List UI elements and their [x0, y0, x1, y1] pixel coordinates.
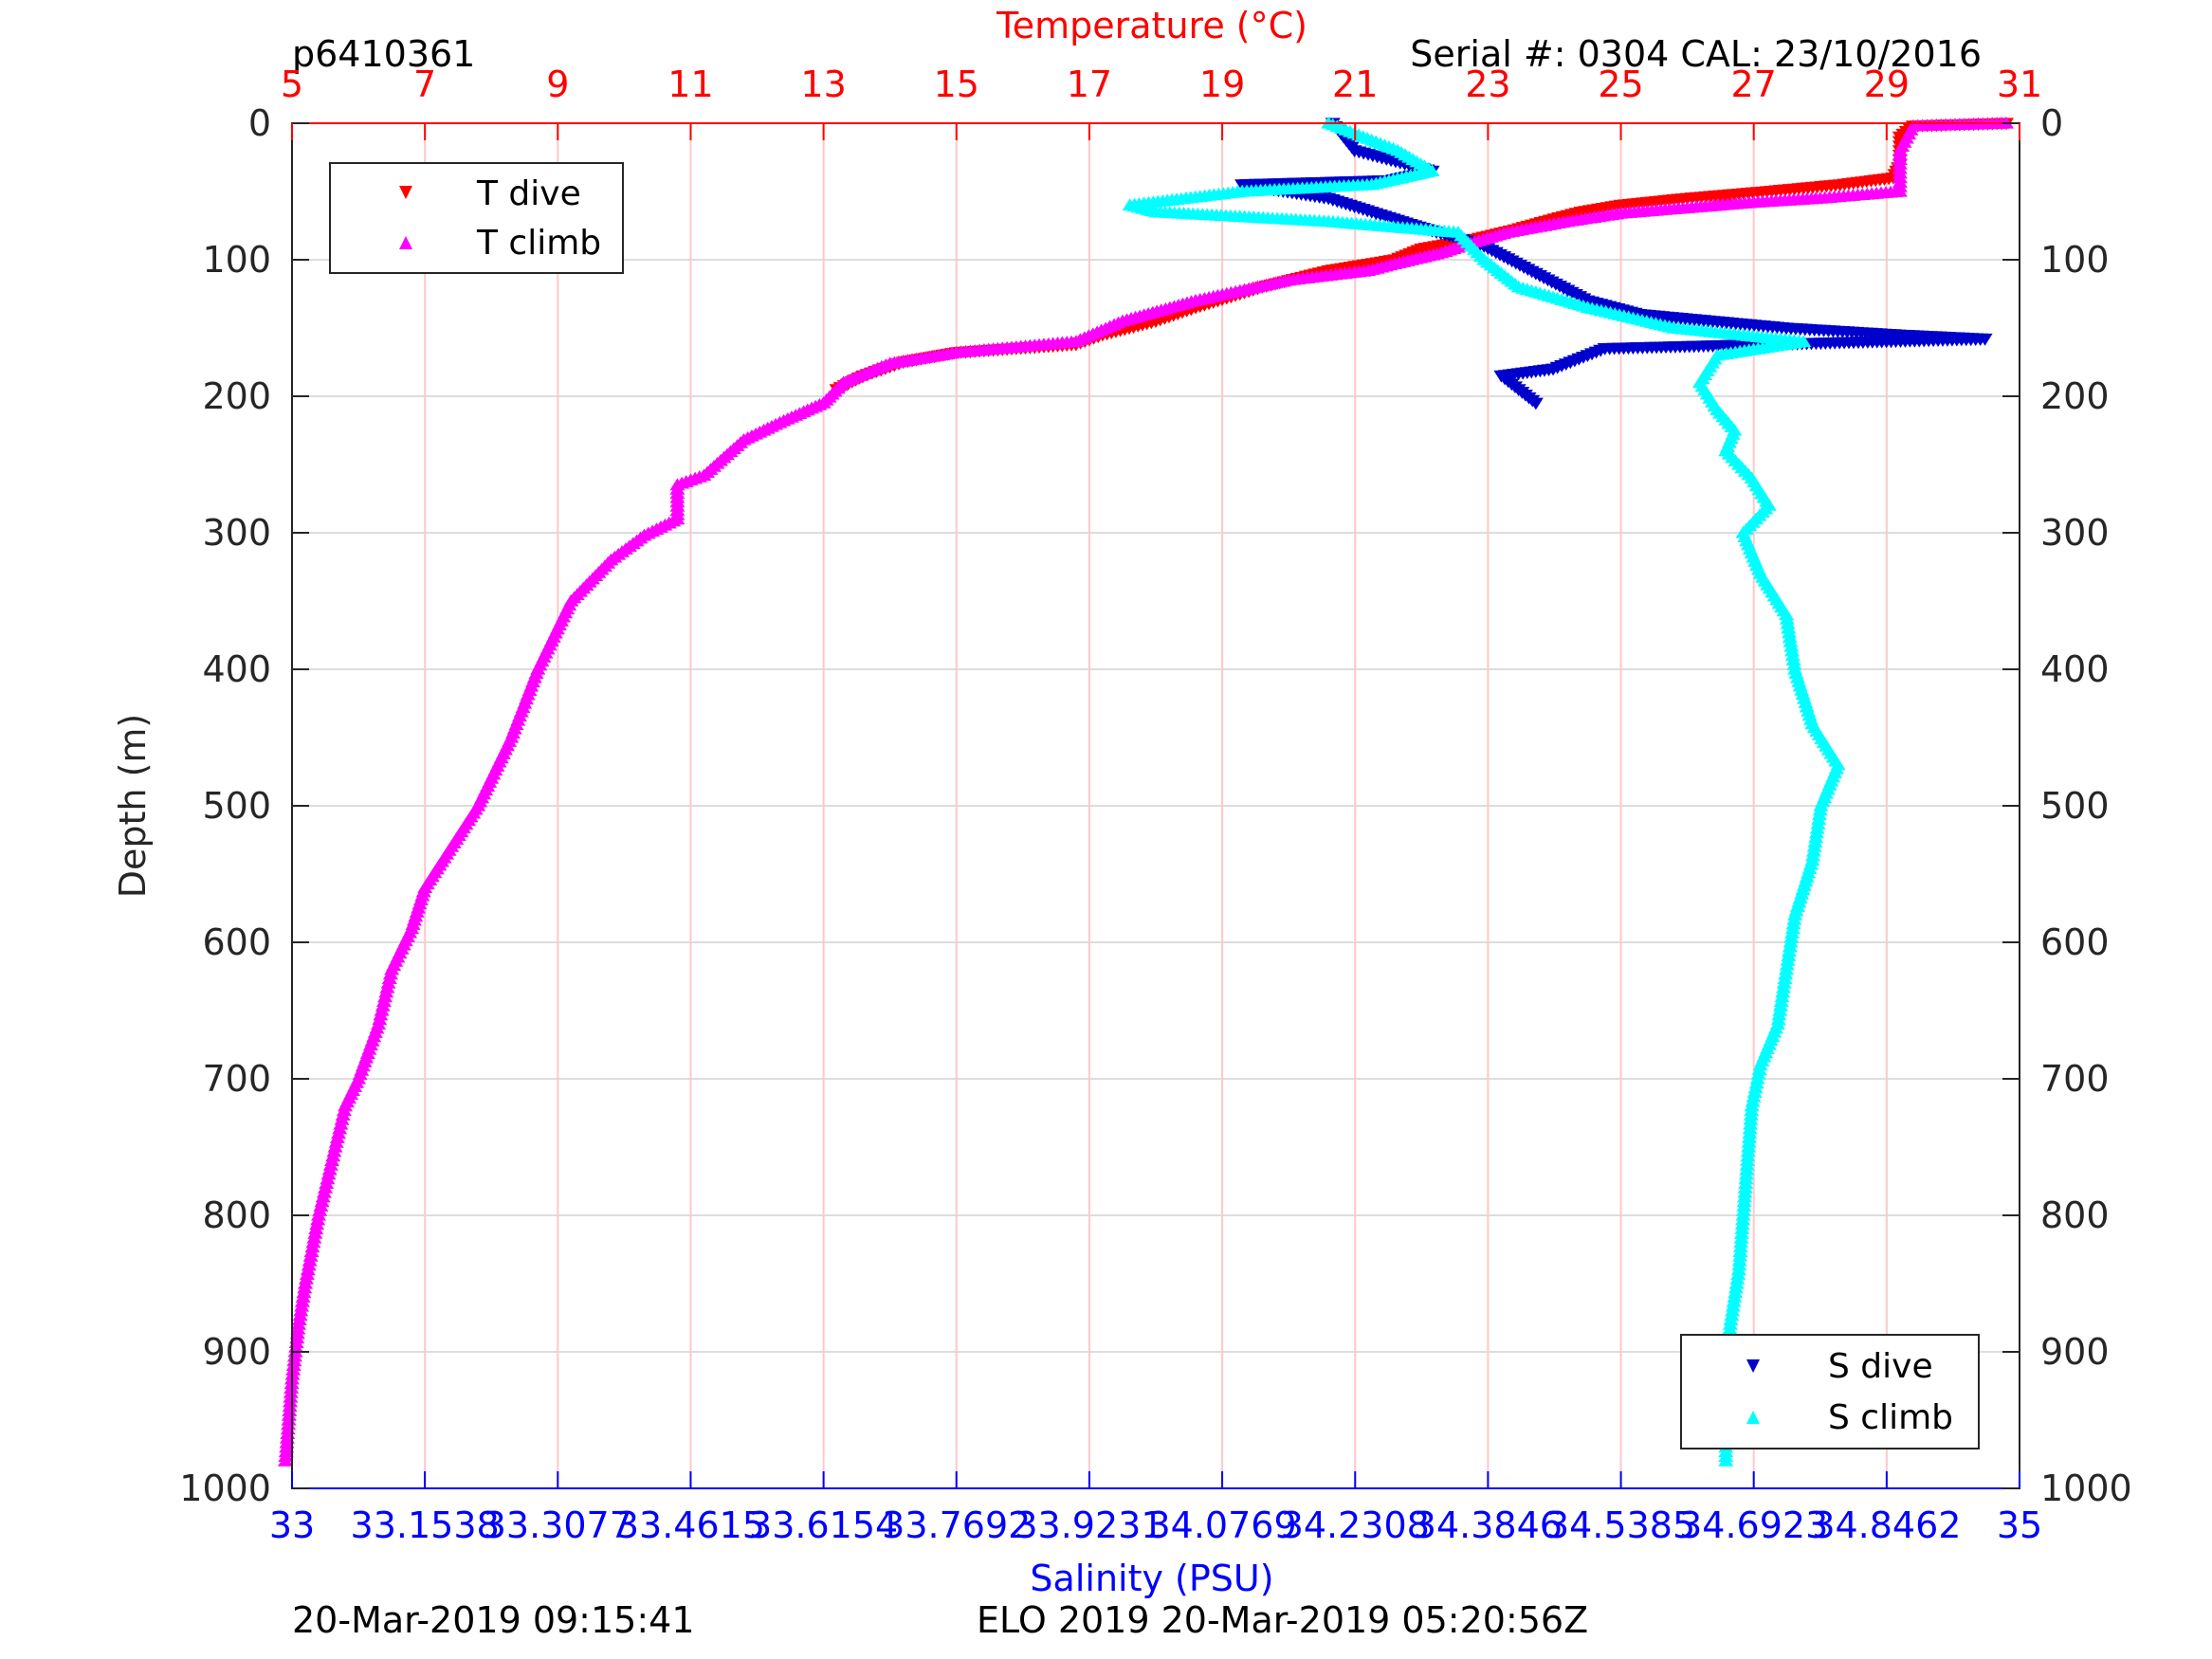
depth-tick-label-right: 100 — [2040, 239, 2110, 281]
depth-tick-label-left: 700 — [202, 1058, 271, 1100]
depth-tick-label-right: 500 — [2040, 785, 2110, 827]
depth-tick-label-left: 400 — [202, 648, 271, 690]
temperature-tick-label: 7 — [413, 64, 436, 105]
depth-tick-label-right: 0 — [2040, 102, 2063, 144]
temperature-tick-label: 23 — [1465, 64, 1510, 105]
depth-tick-label-left: 1000 — [179, 1468, 271, 1509]
temperature-tick-label: 13 — [800, 64, 846, 105]
temperature-tick-label: 9 — [546, 64, 569, 105]
salinity-tick-label: 34.8462 — [1812, 1504, 1961, 1546]
serial-calibration: Serial #: 0304 CAL: 23/10/2016 — [1410, 33, 1982, 75]
salinity-tick-label: 33.1538 — [351, 1504, 500, 1546]
depth-tick-label-right: 400 — [2040, 648, 2110, 690]
temperature-tick-label: 11 — [667, 64, 713, 105]
salinity-legend: S dive S climb — [1680, 1334, 1980, 1449]
temperature-tick-label: 5 — [281, 64, 303, 105]
temperature-legend: T dive T climb — [329, 162, 624, 274]
depth-tick-label-right: 300 — [2040, 512, 2110, 554]
depth-tick-label-right: 800 — [2040, 1194, 2110, 1236]
salinity-tick-label: 34.3846 — [1414, 1504, 1563, 1546]
depth-tick-label-left: 200 — [202, 375, 271, 417]
data-point — [1527, 397, 1544, 410]
temperature-tick-label: 19 — [1199, 64, 1245, 105]
depth-tick-label-left: 800 — [202, 1194, 271, 1236]
temperature-tick-label: 31 — [1997, 64, 2042, 105]
salinity-tick-label: 33 — [269, 1504, 315, 1546]
y-axis-label: Depth (m) — [112, 714, 154, 899]
salinity-tick-label: 35 — [1997, 1504, 2042, 1546]
salinity-tick-label: 33.4615 — [616, 1504, 765, 1546]
depth-tick-label-right: 200 — [2040, 375, 2110, 417]
s-climb-legend-label: S climb — [1828, 1398, 1953, 1437]
salinity-tick-label: 34.5385 — [1546, 1504, 1695, 1546]
depth-tick-label-right: 700 — [2040, 1058, 2110, 1100]
depth-tick-label-left: 500 — [202, 785, 271, 827]
footer-timestamp: 20-Mar-2019 09:15:41 — [292, 1599, 695, 1641]
salinity-tick-label: 33.6154 — [749, 1504, 898, 1546]
t-climb-legend-marker — [399, 236, 412, 249]
salinity-tick-label: 33.7692 — [882, 1504, 1031, 1546]
salinity-tick-label: 34.2308 — [1281, 1504, 1430, 1546]
salinity-tick-label: 33.9231 — [1015, 1504, 1163, 1546]
temperature-tick-label: 21 — [1332, 64, 1378, 105]
s-dive-legend-label: S dive — [1828, 1347, 1933, 1386]
salinity-tick-label: 34.6923 — [1679, 1504, 1828, 1546]
depth-tick-label-right: 1000 — [2040, 1468, 2132, 1509]
temperature-legend-box — [329, 162, 624, 274]
data-point — [277, 1454, 293, 1467]
dive-id: p6410361 — [292, 33, 475, 75]
temperature-tick-label: 25 — [1598, 64, 1643, 105]
t-climb-legend-label: T climb — [476, 224, 601, 263]
temperature-tick-label: 29 — [1864, 64, 1910, 105]
bottom-axis-label: Salinity (PSU) — [1030, 1558, 1273, 1599]
salinity-legend-box — [1680, 1334, 1980, 1449]
t-dive-legend-label: T dive — [476, 174, 581, 213]
temperature-tick-label: 17 — [1067, 64, 1112, 105]
salinity-tick-label: 34.0769 — [1147, 1504, 1296, 1546]
depth-tick-label-left: 100 — [202, 239, 271, 281]
series-s-climb — [1122, 116, 1846, 1467]
s-dive-legend-marker — [1746, 1359, 1760, 1373]
t-dive-legend-marker — [399, 186, 412, 199]
footer-mission: ELO 2019 20-Mar-2019 05:20:56Z — [977, 1599, 1588, 1641]
series-t-climb — [277, 116, 2014, 1467]
depth-tick-label-left: 600 — [202, 921, 271, 963]
temperature-tick-label: 27 — [1731, 64, 1777, 105]
depth-tick-label-right: 900 — [2040, 1331, 2110, 1373]
data-point — [1718, 1454, 1734, 1467]
top-axis-label: Temperature (°C) — [996, 5, 1307, 46]
temperature-tick-label: 15 — [934, 64, 979, 105]
depth-tick-label-right: 600 — [2040, 921, 2110, 963]
axis-ticks — [291, 122, 2020, 1489]
salinity-tick-label: 33.3077 — [484, 1504, 632, 1546]
depth-tick-label-left: 300 — [202, 512, 271, 554]
series-layer — [277, 116, 2014, 1467]
s-climb-legend-marker — [1746, 1411, 1760, 1424]
depth-tick-label-left: 900 — [202, 1331, 271, 1373]
depth-tick-label-left: 0 — [248, 102, 271, 144]
